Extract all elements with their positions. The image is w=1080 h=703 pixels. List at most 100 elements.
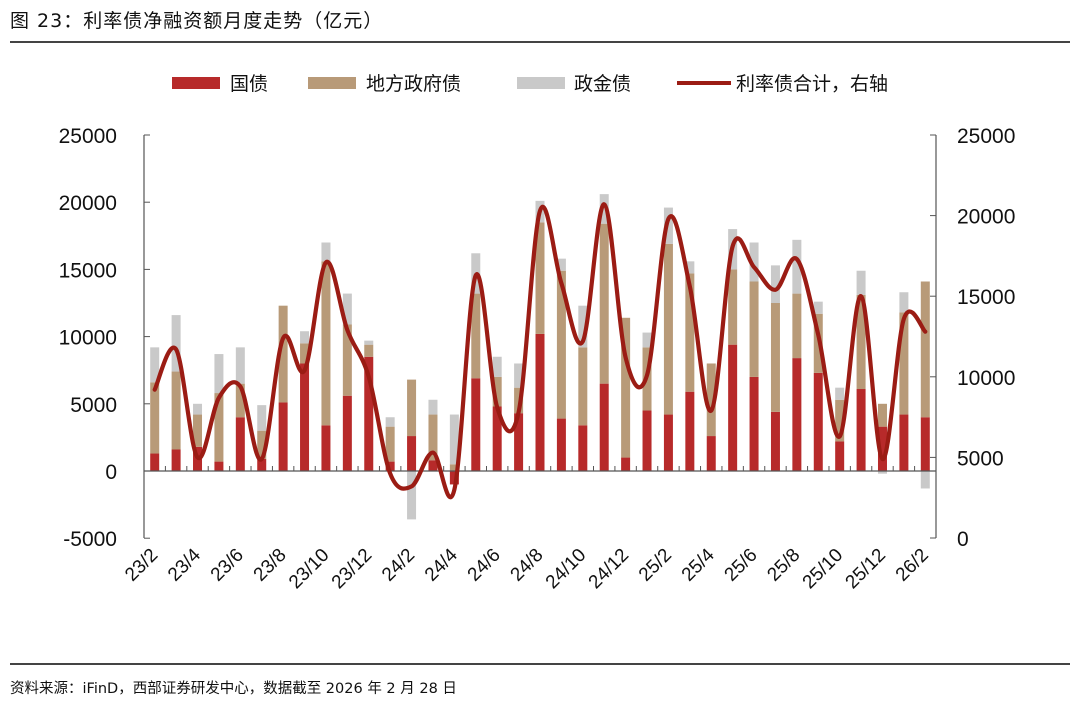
right-tick-label: 20000 xyxy=(957,206,1015,229)
bar-segment xyxy=(300,363,310,471)
bar-segment xyxy=(321,425,331,471)
bar-segment xyxy=(364,356,374,471)
bar-segment xyxy=(278,402,288,471)
bar-segment xyxy=(770,265,780,303)
bar-segment xyxy=(578,347,588,426)
bar-segment xyxy=(300,331,310,344)
bar-segment xyxy=(877,426,887,471)
bar-segment xyxy=(257,405,267,431)
bar-segment xyxy=(428,460,438,471)
bar-segment xyxy=(685,273,695,392)
legend-total-line-label: 利率债合计，右轴 xyxy=(736,73,888,95)
legend-local-gov-swatch xyxy=(308,77,356,89)
source-note: 资料来源：iFinD，西部证券研发中心，数据截至 2026 年 2 月 28 日 xyxy=(10,681,457,697)
bar-segment xyxy=(514,413,524,471)
bar-segment xyxy=(321,261,331,426)
bar-segment xyxy=(899,312,909,415)
bar-segment xyxy=(449,414,459,465)
bar-segment xyxy=(877,403,887,427)
bar-segment xyxy=(749,376,759,471)
bar-segment xyxy=(663,414,673,471)
x-tick-label: 23/2 xyxy=(121,545,162,586)
bar-segment xyxy=(342,293,352,325)
x-tick-label: 25/2 xyxy=(635,545,676,586)
bar-segment xyxy=(920,471,930,489)
right-tick-label: 25000 xyxy=(957,125,1015,148)
bar-segment xyxy=(685,261,695,274)
bar-segment xyxy=(749,242,759,282)
bar-segment xyxy=(642,332,652,348)
bar-segment xyxy=(856,389,866,471)
bar-segment xyxy=(428,399,438,415)
axes: -5000 0 5000 10000 15000 20000 25000 0 5000 10000… xyxy=(59,125,1016,551)
legend-local-gov-label: 地方政府债 xyxy=(366,73,461,95)
bar-segment xyxy=(728,269,738,345)
right-tick-label: 15000 xyxy=(957,286,1015,309)
bar-segment xyxy=(364,340,374,345)
x-tick-label: 23/6 xyxy=(207,545,248,586)
bar-segment xyxy=(193,414,203,447)
legend-policy-bank-label: 政金债 xyxy=(574,73,631,95)
bar-segment xyxy=(685,391,695,471)
bar-segment xyxy=(706,436,716,471)
legend-guozhai-swatch xyxy=(172,77,220,89)
x-tick-label: 25/10 xyxy=(799,545,847,593)
x-tick-label: 25/8 xyxy=(763,545,804,586)
bar-segment xyxy=(342,324,352,396)
bar-segment xyxy=(514,363,524,388)
bar-segment xyxy=(235,383,245,418)
bar-segment xyxy=(599,223,609,384)
bar-segment xyxy=(278,305,288,403)
bar-segment xyxy=(214,354,224,394)
bar-segment xyxy=(621,317,631,458)
bar-segment xyxy=(599,383,609,471)
title-divider xyxy=(10,41,1070,43)
legend-guozhai-label: 国债 xyxy=(230,73,268,95)
bar-segment xyxy=(877,471,887,474)
right-tick-label: 5000 xyxy=(957,447,1004,470)
bar-segment xyxy=(770,303,780,412)
bar-segment xyxy=(642,410,652,471)
x-tick-label: 24/12 xyxy=(585,545,633,593)
bar-segment xyxy=(621,457,631,471)
x-tick-label: 23/10 xyxy=(285,545,333,593)
bar-segment xyxy=(835,387,845,400)
right-tick-label: 0 xyxy=(957,528,969,551)
chart-legend: 国债 地方政府债 政金债 利率债合计，右轴 xyxy=(172,73,888,95)
bar-segment xyxy=(813,372,823,471)
left-tick-label: 15000 xyxy=(59,259,117,282)
bar-segment xyxy=(835,399,845,442)
bar-segment xyxy=(257,430,267,459)
bar-segment xyxy=(770,411,780,471)
bar-segment xyxy=(556,270,566,419)
total-line-path xyxy=(152,202,928,500)
bar-segment xyxy=(856,270,866,295)
bar-segment xyxy=(385,426,395,462)
bar-segment xyxy=(257,458,267,471)
x-tick-label: 25/4 xyxy=(678,544,719,585)
left-tick-label: 25000 xyxy=(59,125,117,148)
x-tick-label: 24/4 xyxy=(421,544,462,585)
legend-policy-bank-swatch xyxy=(517,77,565,89)
bar-segment xyxy=(856,294,866,390)
bar-segment xyxy=(150,382,160,454)
bar-segment xyxy=(599,194,609,224)
bar-segment xyxy=(428,414,438,461)
bar-segment xyxy=(300,343,310,364)
bar-segment xyxy=(492,376,502,407)
bar-segment xyxy=(471,293,481,379)
bar-segment xyxy=(728,344,738,471)
bar-segment xyxy=(920,281,930,418)
bar-segment xyxy=(792,293,802,359)
bar-segment xyxy=(556,418,566,471)
bar-segment xyxy=(235,347,245,384)
bar-segment xyxy=(578,305,588,348)
bar-segment xyxy=(749,281,759,377)
bar-segment xyxy=(899,414,909,471)
bar-segment xyxy=(706,363,716,437)
bar-segment xyxy=(342,395,352,471)
x-tick-label: 23/8 xyxy=(250,545,291,586)
footer-divider xyxy=(10,663,1070,665)
bar-segment xyxy=(193,403,203,415)
bar-segment xyxy=(214,461,224,471)
